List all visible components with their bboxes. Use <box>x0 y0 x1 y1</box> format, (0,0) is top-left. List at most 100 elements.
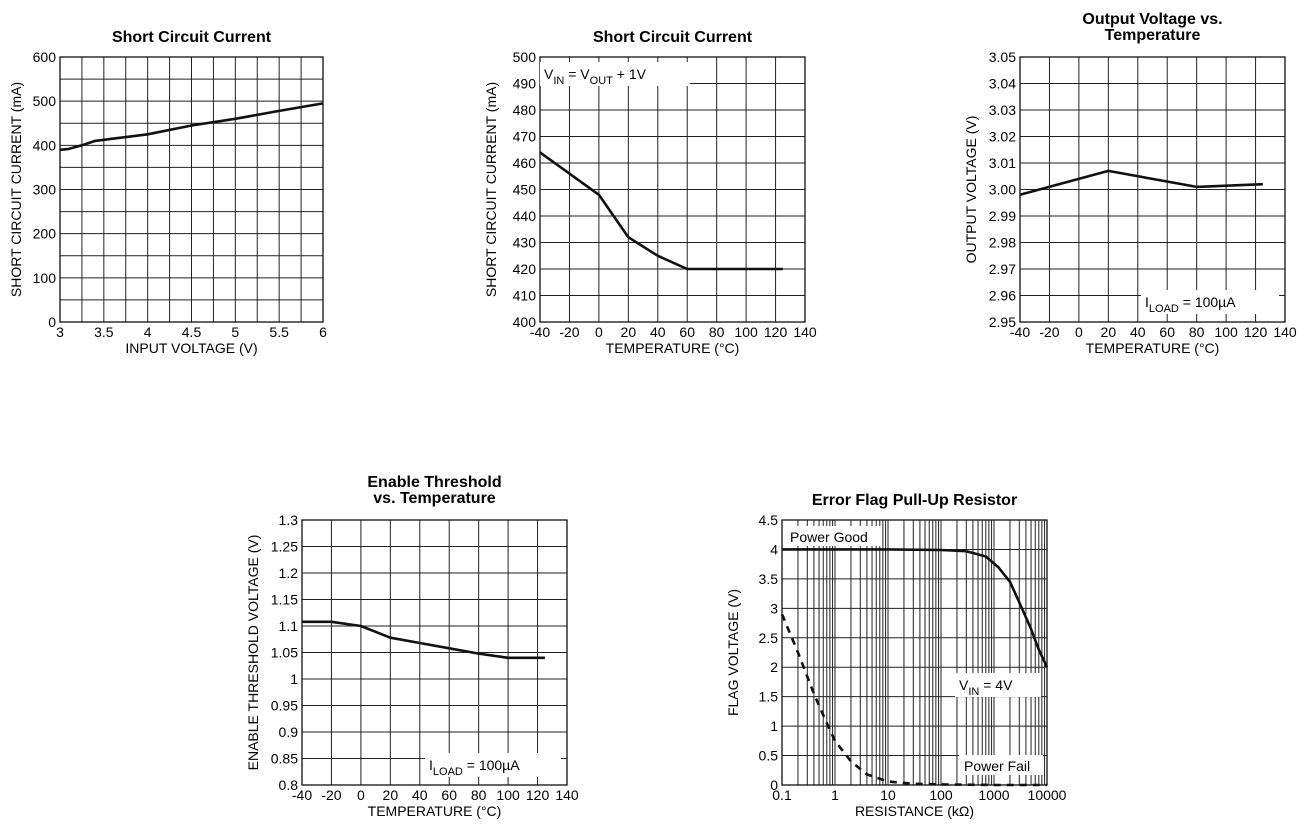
grid <box>59 56 324 323</box>
annotation: VIN = VOUT + 1V <box>540 62 690 87</box>
y-tick-label: 0.85 <box>271 751 298 767</box>
chart-5: Error Flag Pull-Up Resistor 0 0.5 1 1.5 2 2.5 3… <box>725 492 1067 819</box>
annotation-backdrop <box>1141 290 1279 314</box>
y-tick-label: 2.98 <box>989 235 1016 251</box>
chart-title: Error Flag Pull-Up Resistor <box>812 492 1017 509</box>
y-tick-label: 1 <box>290 671 298 687</box>
chart-title: Enable Threshold <box>367 474 501 491</box>
x-tick-label: -20 <box>321 787 341 803</box>
x-tick-label: 10000 <box>1028 787 1067 803</box>
y-tick-label: 3.00 <box>989 182 1016 198</box>
grid <box>301 519 568 786</box>
annotation: ILOAD = 100µA <box>1141 290 1279 315</box>
y-tick-label: 440 <box>513 208 537 224</box>
x-tick-label: 80 <box>471 787 487 803</box>
grid <box>539 56 806 323</box>
y-tick-label: 4.5 <box>759 512 779 528</box>
x-tick-label: 140 <box>793 324 817 340</box>
series-line <box>59 102 324 152</box>
x-tick-label: 120 <box>526 787 550 803</box>
annotation-text: ILOAD = 100µA <box>429 757 520 778</box>
chart-title: Output Voltage vs. <box>1082 11 1222 28</box>
chart-title: vs. Temperature <box>373 490 496 507</box>
x-tick-label: 1 <box>831 787 839 803</box>
x-tick-label: 100 <box>734 324 758 340</box>
x-tick-label: -40 <box>530 324 550 340</box>
x-tick-label: 3 <box>56 324 64 340</box>
y-tick-label: 1 <box>770 718 778 734</box>
chart-title: Temperature <box>1105 27 1201 44</box>
x-tick-label: 140 <box>1273 324 1297 340</box>
y-tick-label: 2.5 <box>759 630 779 646</box>
y-tick-label: 1.5 <box>759 689 779 705</box>
plot-frame <box>539 56 806 323</box>
x-tick-label: 60 <box>1159 324 1175 340</box>
x-tick-label: 10 <box>880 787 896 803</box>
chart-3: Output Voltage vs.Temperature 2.95 2.96 2.9… <box>963 11 1297 356</box>
y-tick-label: 1.3 <box>279 512 299 528</box>
label-backdrop <box>784 526 882 546</box>
annotation-backdrop <box>540 62 690 86</box>
y-tick-label: 1.2 <box>279 565 299 581</box>
y-tick-label: 420 <box>513 261 537 277</box>
y-tick-label: 3.03 <box>989 102 1016 118</box>
x-axis-label: TEMPERATURE (°C) <box>368 803 502 819</box>
annotation-backdrop <box>425 753 561 777</box>
x-axis-label: TEMPERATURE (°C) <box>1086 340 1220 356</box>
x-tick-label: 1000 <box>978 787 1009 803</box>
label-backdrop <box>959 755 1043 775</box>
x-tick-label: 120 <box>1244 324 1268 340</box>
y-tick-label: 0 <box>48 314 56 330</box>
y-tick-label: 2.95 <box>989 314 1016 330</box>
x-tick-label: 3.5 <box>94 324 114 340</box>
y-tick-label: 100 <box>33 270 57 286</box>
annotation-text: VIN = VOUT + 1V <box>544 66 647 87</box>
x-tick-label: 140 <box>555 787 579 803</box>
y-tick-label: 300 <box>33 182 57 198</box>
x-tick-label: 100 <box>929 787 953 803</box>
y-tick-label: 0.5 <box>759 748 779 764</box>
y-tick-label: 460 <box>513 155 537 171</box>
y-tick-label: 1.15 <box>271 592 298 608</box>
y-tick-label: 2.99 <box>989 208 1016 224</box>
y-axis-label: SHORT CIRCUIT CURRENT (mA) <box>483 82 499 297</box>
x-tick-label: 5.5 <box>269 324 289 340</box>
y-tick-label: 500 <box>513 49 537 65</box>
x-tick-label: -20 <box>1039 324 1059 340</box>
x-tick-label: 20 <box>383 787 399 803</box>
x-tick-label: -20 <box>559 324 579 340</box>
x-tick-label: 80 <box>709 324 725 340</box>
plot-frame <box>1019 56 1286 323</box>
annotation: VIN = 4V <box>955 673 1041 698</box>
y-tick-label: 450 <box>513 182 537 198</box>
x-tick-label: 20 <box>621 324 637 340</box>
x-tick-label: 120 <box>764 324 788 340</box>
y-axis-label: FLAG VOLTAGE (V) <box>725 589 741 716</box>
x-tick-label: 80 <box>1189 324 1205 340</box>
y-tick-label: 3.05 <box>989 49 1016 65</box>
power-fail-label: Power Fail <box>959 755 1043 775</box>
y-axis-label: SHORT CIRCUIT CURRENT (mA) <box>8 82 24 297</box>
annotation-text: ILOAD = 100µA <box>1145 294 1236 315</box>
x-tick-label: 20 <box>1101 324 1117 340</box>
x-axis-label: RESISTANCE (kΩ) <box>855 803 974 819</box>
y-tick-label: 2 <box>770 659 778 675</box>
x-tick-label: 100 <box>1214 324 1238 340</box>
x-tick-label: 4.5 <box>182 324 202 340</box>
series-line <box>302 620 545 660</box>
plot-frame <box>59 56 324 323</box>
y-tick-label: 4 <box>770 541 778 557</box>
y-tick-label: 3.02 <box>989 129 1016 145</box>
y-tick-label: 480 <box>513 102 537 118</box>
y-axis-label: OUTPUT VOLTAGE (V) <box>963 116 979 264</box>
series-line <box>1019 169 1263 197</box>
chart-title: Short Circuit Current <box>593 29 753 46</box>
x-tick-label: 4 <box>144 324 152 340</box>
x-tick-label: 40 <box>650 324 666 340</box>
chart-title: Short Circuit Current <box>112 29 272 46</box>
y-tick-label: 400 <box>513 314 537 330</box>
y-tick-label: 0 <box>770 777 778 793</box>
x-tick-label: 0 <box>1075 324 1083 340</box>
y-tick-label: 0.95 <box>271 698 298 714</box>
